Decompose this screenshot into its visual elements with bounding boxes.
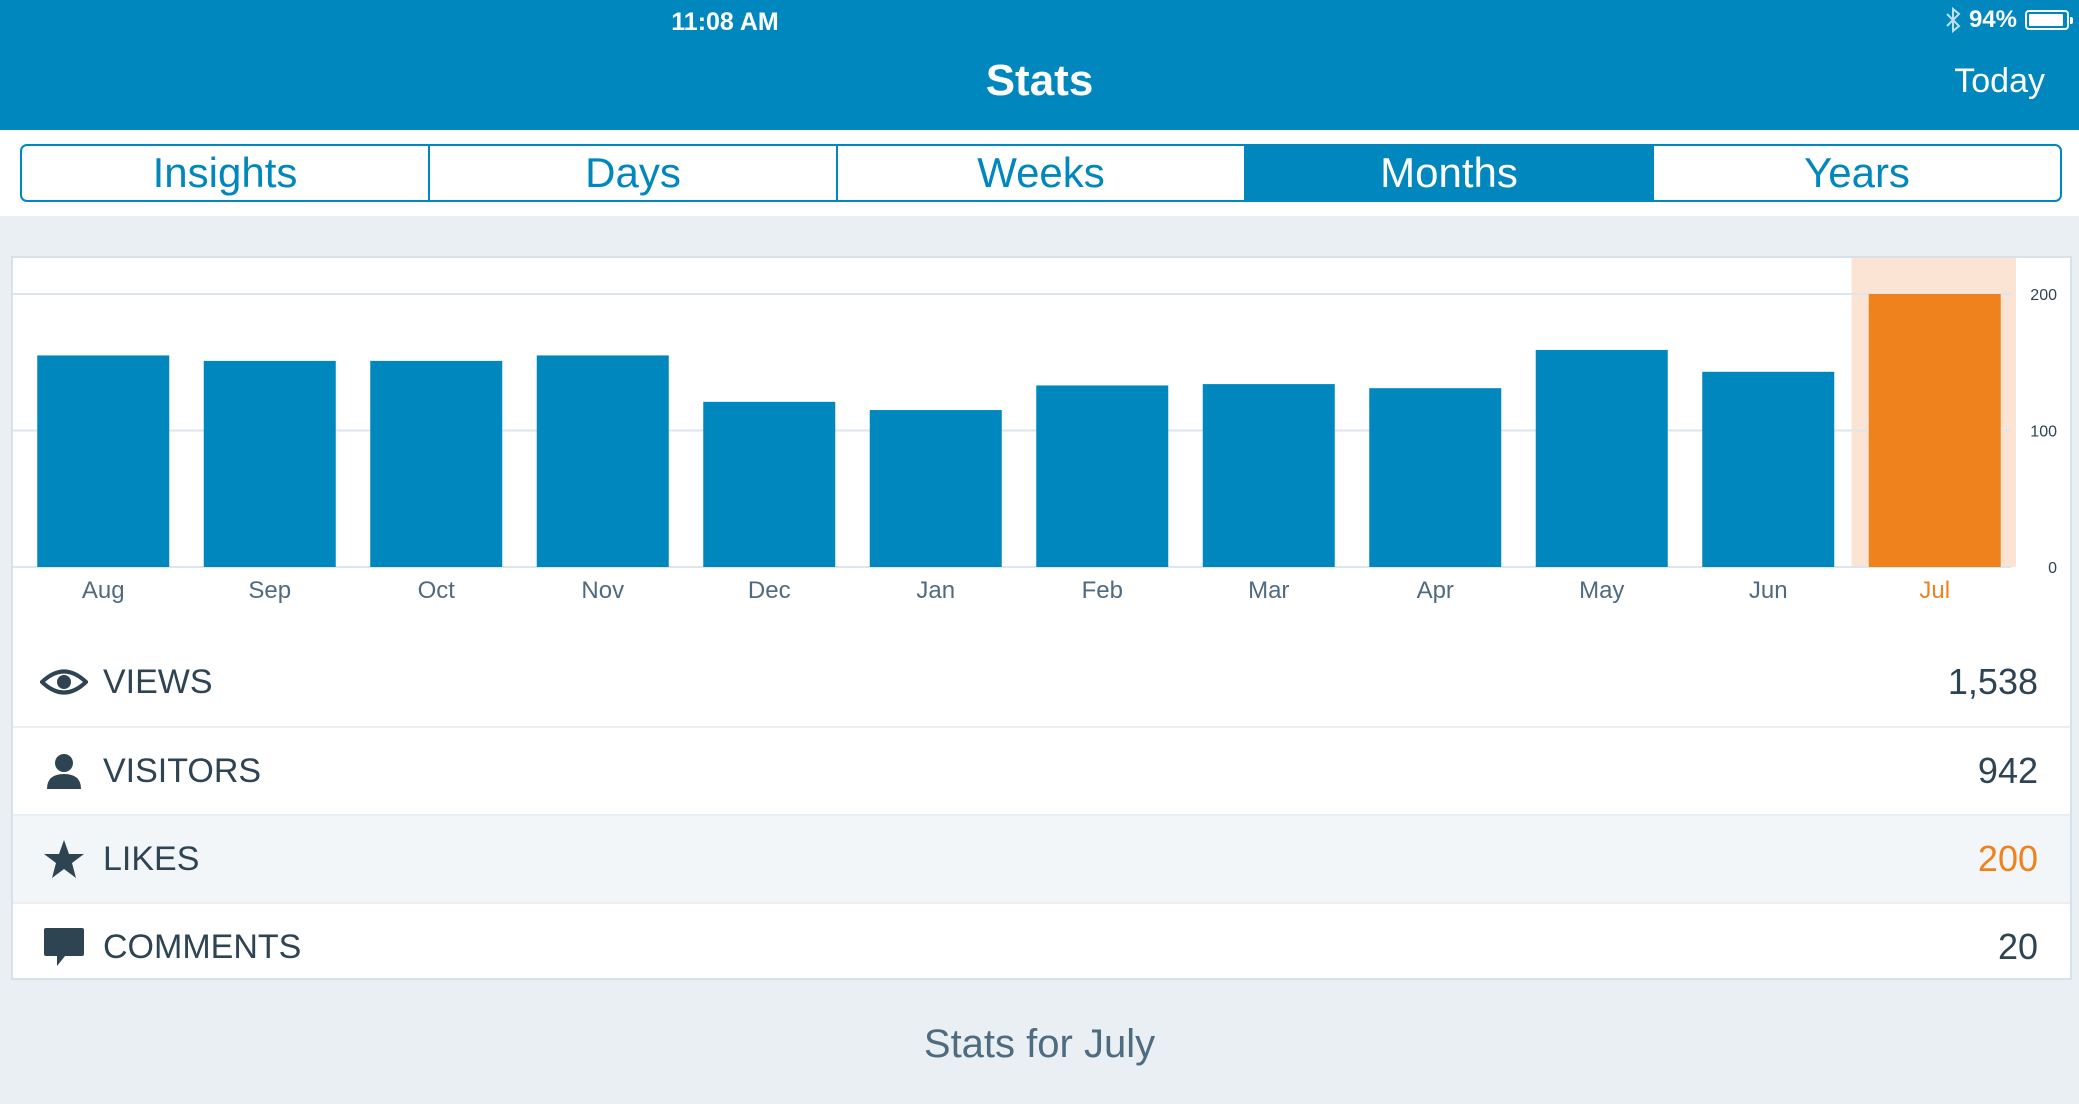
x-tick-label-jan: Jan [916,577,955,604]
stats-card: 0 100 200 Aug Sep Oct Nov Dec Jan Feb Mar Apr May Jun… [11,256,2072,980]
battery-icon [2025,10,2073,30]
metric-row-views[interactable]: VIEWS 1,538 [13,638,2070,726]
bar-jul [1868,294,2001,567]
bar-feb [1036,385,1169,567]
x-tick-label-aug: Aug [82,577,125,604]
person-icon [47,754,81,789]
bar-oct [370,360,503,567]
comments-value: 20 [1997,926,2038,967]
x-tick-label-mar: Mar [1248,577,1289,604]
x-tick-label-jul: Jul [1919,577,1950,604]
tab-days[interactable]: Days [430,146,838,200]
x-tick-label-sep: Sep [248,577,291,604]
metric-row-visitors[interactable]: VISITORS 942 [13,726,2070,814]
y-tick-label: 200 [2030,287,2057,304]
x-tick-label-jun: Jun [1749,577,1788,604]
x-tick-label-may: May [1579,577,1624,604]
page-title: Stats [985,56,1094,105]
y-tick-label: 0 [2048,560,2057,577]
status-time: 11:08 AM [671,8,779,36]
likes-label: LIKES [103,839,200,878]
tab-years[interactable]: Years [1804,149,1910,196]
x-tick-label-oct: Oct [418,577,456,604]
comments-label: COMMENTS [103,927,302,966]
comment-icon [44,928,84,966]
views-label: VIEWS [103,662,213,701]
status-indicators: 94% [1945,6,2073,34]
tab-months[interactable]: Months [1246,146,1654,200]
bar-aug [37,355,170,567]
bar-jan [869,410,1002,567]
battery-level [2029,14,2063,26]
x-tick-label-nov: Nov [581,577,624,604]
bar-may [1535,349,1668,567]
eye-icon [40,669,88,695]
metric-row-likes[interactable]: LIKES 200 [13,814,2070,902]
tab-weeks[interactable]: Weeks [838,146,1246,200]
bar-apr [1369,388,1502,567]
period-summary-title: Stats for July [923,1022,1156,1066]
battery-percent: 94% [1968,6,2017,33]
bar-sep [203,360,336,567]
today-button[interactable]: Today [1954,62,2045,100]
likes-value: 200 [1977,838,2038,879]
x-tick-label-feb: Feb [1082,577,1123,604]
bar-mar [1202,384,1335,567]
x-tick-label-apr: Apr [1417,577,1454,604]
visitors-label: VISITORS [103,751,262,790]
tab-insights[interactable]: Insights [22,146,430,200]
bluetooth-icon [1946,7,1961,33]
metric-row-comments[interactable]: COMMENTS 20 [13,902,2070,990]
bar-nov [536,355,669,567]
period-selector-bar: Insights Days Weeks Months Years [0,130,2079,216]
y-tick-label: 100 [2030,424,2057,441]
views-value: 1,538 [1947,661,2038,702]
months-bar-chart: 0 100 200 Aug Sep Oct Nov Dec Jan Feb Mar Apr May Jun… [13,258,2057,604]
bar-dec [703,401,836,567]
period-segmented-control: Insights Days Weeks Months Years [20,144,2062,202]
navigation-bar: 11:08 AM 94% Stats Today [0,0,2079,130]
star-icon [44,840,84,878]
x-tick-label-dec: Dec [748,577,791,604]
bar-jun [1702,371,1835,567]
visitors-value: 942 [1977,750,2038,791]
